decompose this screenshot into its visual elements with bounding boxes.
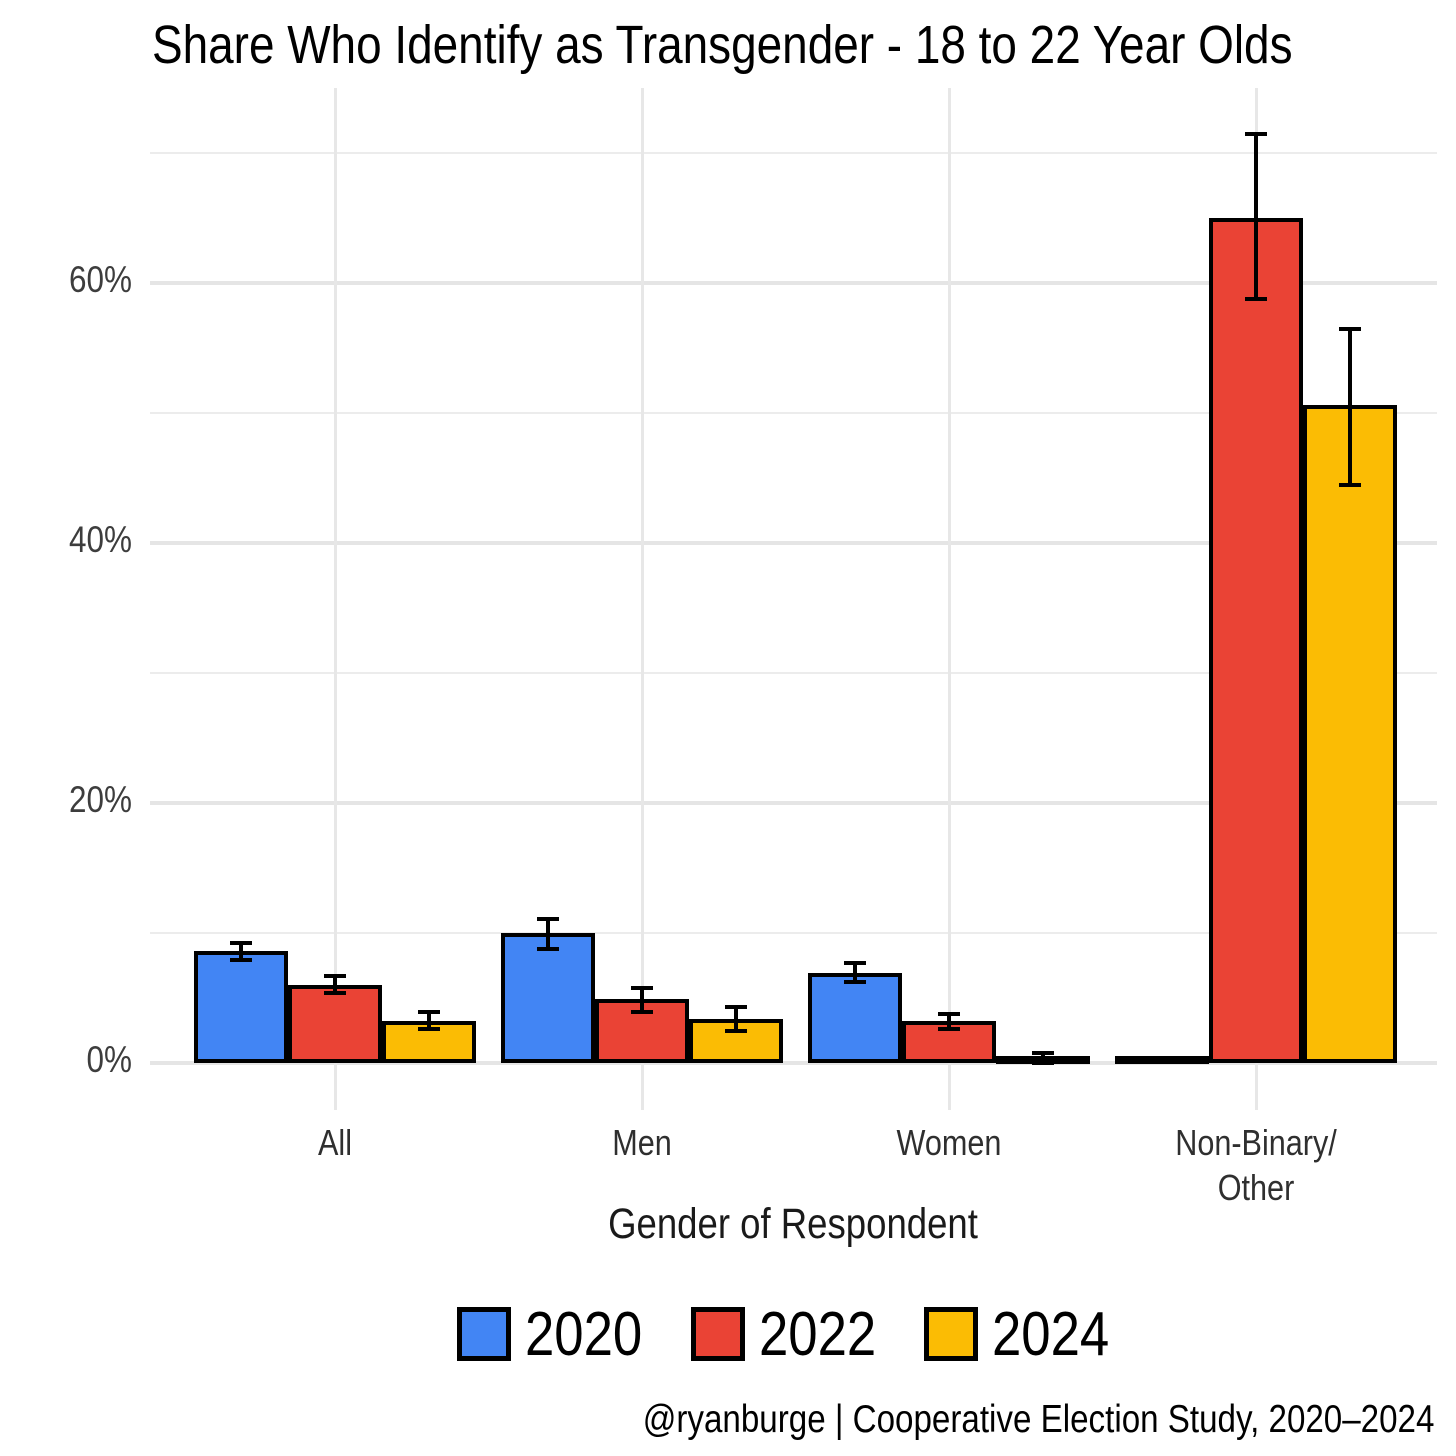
x-tick-label-men: Men (612, 1122, 672, 1163)
error-bar-2024-women-line (1041, 1052, 1045, 1063)
legend-item-2020: 2020 (456, 1299, 663, 1370)
error-bar-2024-all-cap-bottom (418, 1027, 440, 1032)
x-tick-label-women: Women (896, 1122, 1002, 1163)
y-tick-label-0: 0% (86, 1039, 132, 1080)
y-tick-label-20: 20% (69, 779, 132, 820)
error-bar-2020-women-cap-bottom (844, 980, 866, 985)
error-bar-2024-non-binary-other-cap-top (1339, 326, 1361, 331)
error-bar-2024-all-line (427, 1012, 431, 1030)
bar-2020-women (808, 973, 902, 1063)
gridline-h-60 (150, 281, 1437, 285)
error-bar-2024-men-cap-bottom (725, 1028, 747, 1033)
legend-item-2024: 2024 (924, 1299, 1130, 1370)
error-bar-2022-all-cap-top (324, 973, 346, 978)
page-title: Share Who Identify as Transgender - 18 t… (152, 15, 1293, 75)
gridline-h-30 (150, 672, 1437, 674)
gridline-h-70 (150, 152, 1437, 154)
bar-2024-non-binary-other (1303, 405, 1397, 1063)
error-bar-2020-women-cap-top (844, 960, 866, 965)
error-bar-2022-non-binary-other-cap-top (1245, 131, 1267, 136)
gridline-h-40 (150, 541, 1437, 545)
error-bar-2020-all-line (239, 943, 243, 961)
bar-2022-all (288, 985, 382, 1063)
gridline-h-10 (150, 932, 1437, 934)
error-bar-2024-non-binary-other-line (1348, 328, 1352, 485)
error-bar-2024-all-cap-top (418, 1010, 440, 1015)
legend-item-2022: 2022 (690, 1299, 897, 1370)
legend-swatch-2022 (690, 1307, 745, 1361)
y-tick-label-40: 40% (69, 519, 132, 560)
gridline-v-women (948, 88, 951, 1110)
error-bar-2024-men-cap-top (725, 1005, 747, 1010)
error-bar-2022-men-cap-bottom (631, 1010, 653, 1015)
gridline-v-all (334, 88, 337, 1110)
error-bar-2022-women-line (947, 1013, 951, 1030)
legend-label-2024: 2024 (992, 1299, 1110, 1369)
legend-label-2022: 2022 (758, 1299, 876, 1369)
bar-2020-non-binary-other (1115, 1056, 1209, 1064)
error-bar-2022-non-binary-other-cap-bottom (1245, 296, 1267, 301)
error-bar-2020-all-cap-bottom (230, 958, 252, 963)
x-tick-label-non-binary-other: Non-Binary/Other (1175, 1122, 1337, 1208)
x-axis-title: Gender of Respondent (608, 1200, 978, 1248)
error-bar-2020-men-line (546, 918, 550, 949)
y-tick-label-60: 60% (69, 259, 132, 300)
error-bar-2024-women-cap-bottom (1032, 1061, 1054, 1065)
error-bar-2024-men-line (734, 1007, 738, 1031)
x-tick-label-all: All (317, 1122, 353, 1163)
bar-2022-non-binary-other (1209, 218, 1303, 1063)
error-bar-2020-men-cap-top (537, 916, 559, 921)
error-bar-2022-men-line (640, 987, 644, 1013)
gridline-v-men (641, 88, 644, 1110)
error-bar-2022-women-cap-top (938, 1011, 960, 1016)
gridline-h-0 (150, 1061, 1437, 1065)
legend-label-2020: 2020 (524, 1299, 642, 1369)
error-bar-2022-women-cap-bottom (938, 1027, 960, 1032)
error-bar-2022-all-cap-bottom (324, 990, 346, 995)
error-bar-2020-women-line (853, 962, 857, 983)
gridline-h-20 (150, 801, 1437, 805)
bar-2020-men (501, 933, 595, 1063)
legend-swatch-2020 (456, 1307, 511, 1361)
error-bar-2022-all-line (333, 975, 337, 993)
error-bar-2020-all-cap-top (230, 941, 252, 946)
legend-swatch-2024 (924, 1307, 979, 1361)
bar-2020-all (194, 951, 288, 1063)
caption: @ryanburge | Cooperative Election Study,… (642, 1398, 1434, 1441)
error-bar-2022-men-cap-top (631, 985, 653, 990)
error-bar-2024-women-cap-top (1032, 1050, 1054, 1055)
error-bar-2022-non-binary-other-line (1254, 133, 1258, 299)
error-bar-2024-non-binary-other-cap-bottom (1339, 482, 1361, 487)
error-bar-2020-men-cap-bottom (537, 946, 559, 951)
gridline-h-50 (150, 412, 1437, 414)
legend: 2020 2022 2024 (150, 1294, 1437, 1374)
